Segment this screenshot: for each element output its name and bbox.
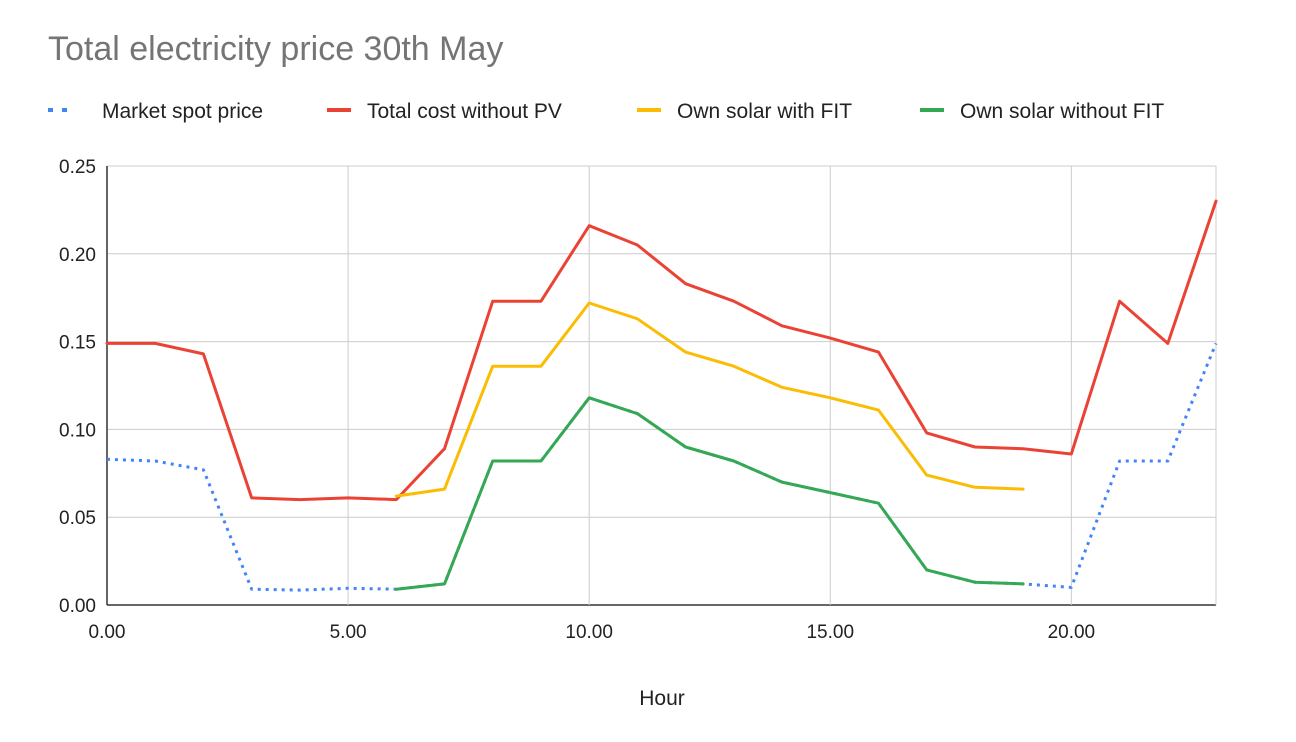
legend-label: Total cost without PV — [367, 100, 562, 123]
y-tick-label: 0.20 — [59, 245, 96, 266]
series-lines — [105, 199, 1218, 592]
legend-label: Own solar without FIT — [960, 100, 1164, 123]
x-tick-label: 10.00 — [565, 622, 613, 643]
legend-label: Own solar with FIT — [677, 100, 852, 123]
y-tick-label: 0.05 — [59, 508, 96, 529]
series-line-1 — [105, 199, 1218, 502]
x-tick-label: 5.00 — [330, 622, 367, 643]
series-line-2 — [394, 301, 1025, 498]
grid — [106, 165, 1217, 606]
x-tick-label: 0.00 — [89, 622, 126, 643]
tick-labels: 0.00 0.05 0.10 0.15 0.20 0.25 0.00 5.00 10.00 15.… — [59, 157, 1095, 643]
y-tick-label: 0.10 — [59, 420, 96, 441]
y-tick-label: 0.00 — [59, 596, 96, 617]
x-axis-title: Hour — [639, 687, 685, 710]
y-tick-label: 0.25 — [59, 157, 96, 178]
series-line-0 — [106, 342, 1218, 592]
series-line-3 — [394, 396, 1025, 591]
legend: Market spot price Total cost without PV Ow… — [48, 100, 1164, 123]
y-tick-label: 0.15 — [59, 333, 96, 354]
chart-title: Total electricity price 30th May — [48, 30, 503, 68]
legend-label: Market spot price — [102, 100, 263, 123]
x-tick-label: 20.00 — [1048, 622, 1096, 643]
x-tick-label: 15.00 — [806, 622, 854, 643]
